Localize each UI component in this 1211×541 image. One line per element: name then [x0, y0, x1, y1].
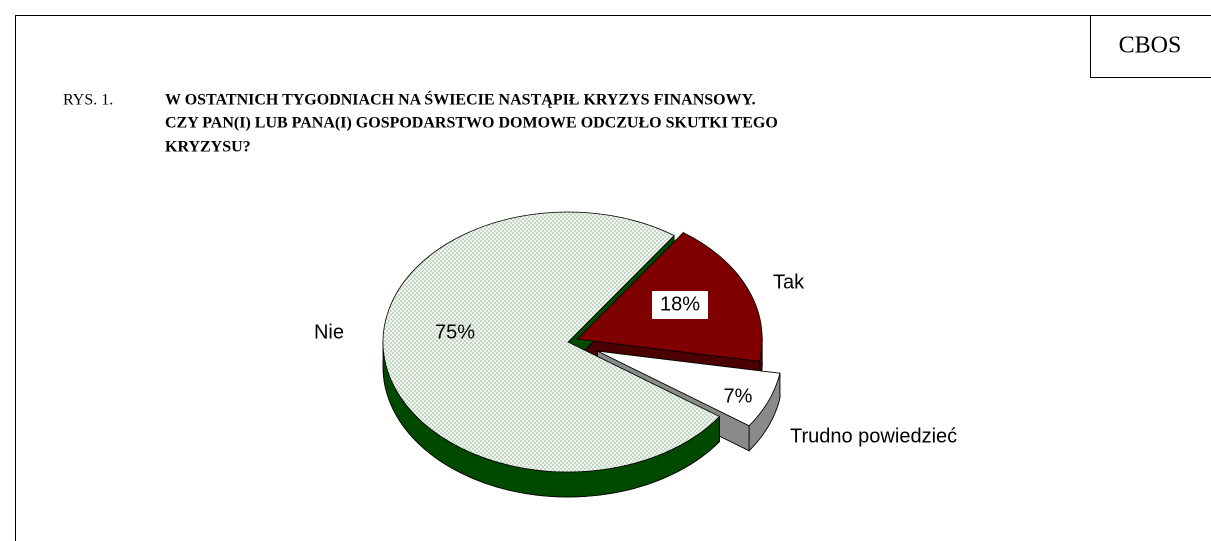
- brand-box: [1090, 15, 1211, 78]
- figure-label: RYS. 1.: [63, 92, 113, 109]
- value-label: 7%: [724, 385, 753, 407]
- chart-title: CZY PAN(I) LUB PANA(I) GOSPODARSTWO DOMO…: [165, 115, 778, 132]
- brand: CBOS: [1119, 33, 1182, 59]
- slice: [382, 211, 721, 473]
- frame: [15, 15, 1211, 541]
- label-bg: [652, 291, 708, 319]
- chart-title: KRYZYSU?: [165, 139, 251, 156]
- chart-title: W OSTATNICH TYGODNIACH NA ŚWIECIE NASTĄP…: [165, 90, 756, 109]
- category-label: Trudno powiedzieć: [790, 425, 957, 447]
- value-label: 75%: [435, 321, 475, 343]
- category-label: Nie: [314, 321, 344, 343]
- category-label: Tak: [773, 271, 805, 293]
- slice: [597, 350, 781, 427]
- value-label: 18%: [660, 293, 700, 315]
